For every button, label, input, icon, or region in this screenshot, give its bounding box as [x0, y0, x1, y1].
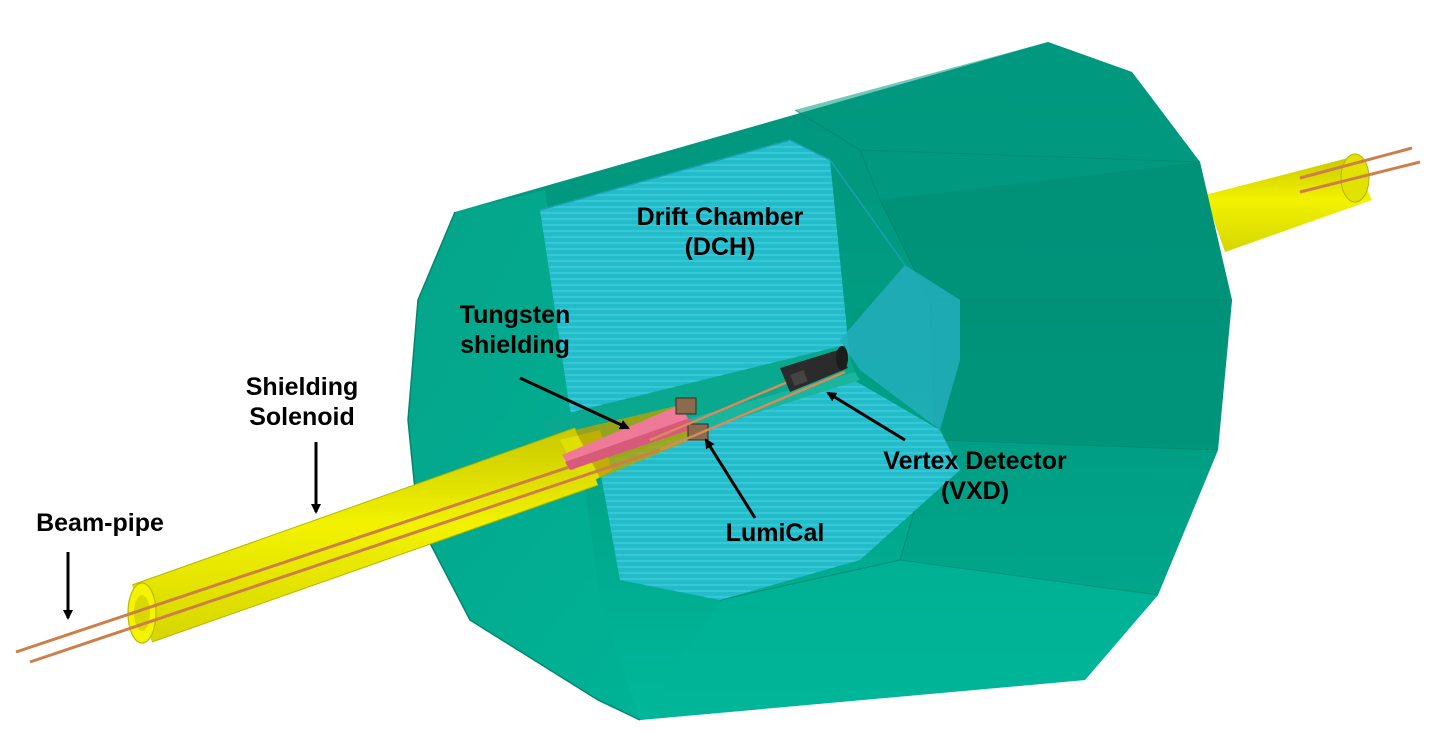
- arrow-lumical: [704, 438, 757, 519]
- label-lumical: LumiCal: [725, 519, 825, 547]
- left-beampipe: [15, 438, 661, 664]
- lumical: [675, 397, 709, 441]
- tungsten-shielding: [562, 405, 695, 470]
- annotation-arrows: [63, 376, 906, 620]
- right-solenoid: [1205, 153, 1372, 252]
- label-tungsten-shielding: Tungsten shielding: [459, 301, 571, 359]
- label-beampipe: Beam-pipe: [36, 509, 164, 537]
- right-beampipe: [1299, 146, 1421, 194]
- label-drift-chamber: Drift Chamber (DCH): [636, 203, 804, 261]
- arrow-tungsten: [519, 376, 630, 430]
- arrow-vertex: [826, 391, 906, 442]
- vertex-detector: [780, 346, 848, 392]
- label-vertex-detector: Vertex Detector (VXD): [883, 447, 1067, 505]
- label-shielding-solenoid: Shielding Solenoid: [245, 373, 359, 431]
